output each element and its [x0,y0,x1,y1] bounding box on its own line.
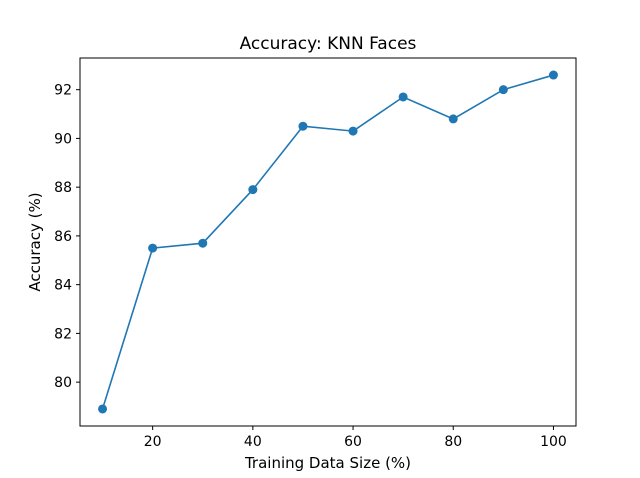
data-point [498,85,508,95]
x-tick-label: 20 [144,434,162,450]
x-tick-label: 40 [244,434,262,450]
x-tick-label: 100 [540,434,567,450]
x-axis-label: Training Data Size (%) [244,454,411,472]
x-tick-label: 60 [344,434,362,450]
y-tick-label: 88 [54,180,72,196]
data-point [448,114,458,124]
y-tick-label: 82 [54,326,72,342]
x-axis: 20 40 60 80 100 [144,426,567,450]
y-tick-label: 86 [54,229,72,245]
plot-area: 20 40 60 80 100 80 82 84 86 88 90 92 [54,57,577,450]
y-tick-label: 80 [54,375,72,391]
y-tick-label: 92 [54,83,72,99]
y-tick-label: 84 [54,278,72,294]
data-point [148,243,158,253]
data-point [248,185,258,195]
plot-frame [79,57,577,427]
series-layer [98,70,558,414]
data-point [298,121,308,131]
data-point [198,238,208,248]
data-point [348,126,358,136]
chart-title: Accuracy: KNN Faces [240,34,417,54]
data-point [398,92,408,102]
data-point [548,70,558,80]
series-line [101,74,554,410]
data-point [98,404,108,414]
y-axis-label: Accuracy (%) [26,192,44,291]
x-tick-label: 80 [444,434,462,450]
y-axis: 80 82 84 86 88 90 92 [54,83,80,391]
y-tick-label: 90 [54,131,72,147]
